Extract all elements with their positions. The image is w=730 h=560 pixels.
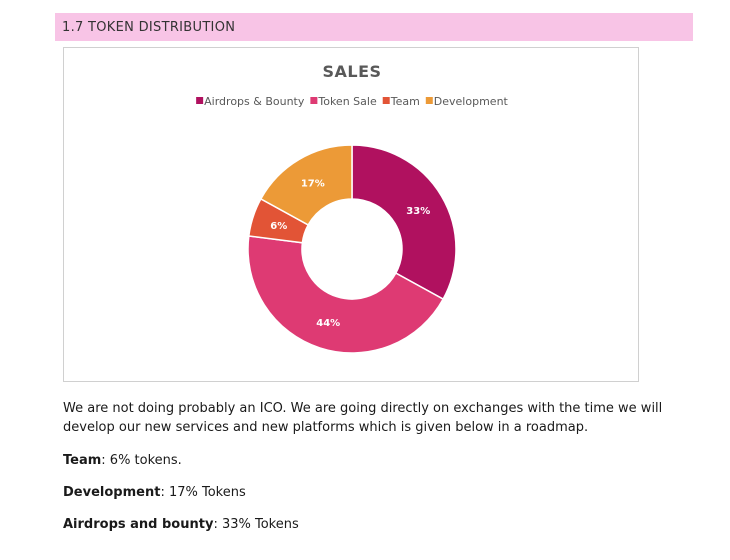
legend-swatch	[196, 97, 204, 104]
donut-slice	[259, 144, 353, 226]
sales-chart: SALES Airdrops & Bounty Token Sale Team Deve…	[63, 47, 639, 382]
team-label: Team	[63, 453, 102, 468]
airdrops-allocation: Airdrops and bounty: 33% Tokens	[63, 515, 683, 534]
team-allocation: Team: 6% tokens.	[63, 451, 683, 470]
legend-label: Token Sale	[317, 95, 377, 108]
legend-label: Development	[434, 95, 509, 108]
legend-item: Development	[425, 95, 509, 108]
section-header: 1.7 TOKEN DISTRIBUTION	[55, 13, 693, 41]
donut-slice	[247, 235, 445, 354]
data-label: 33%	[406, 206, 430, 217]
data-label: 17%	[301, 179, 325, 190]
data-label: 6%	[270, 221, 287, 232]
airdrops-value: : 33% Tokens	[213, 517, 299, 532]
legend-swatch	[382, 97, 390, 104]
team-value: : 6% tokens.	[101, 453, 182, 468]
chart-legend: Airdrops & Bounty Token Sale Team Developme…	[196, 95, 509, 108]
legend-item: Token Sale	[310, 95, 377, 108]
donut-slice	[351, 144, 457, 301]
legend-item: Team	[382, 95, 420, 108]
legend-swatch	[425, 97, 433, 104]
legend-item: Airdrops & Bounty	[196, 95, 305, 108]
donut-chart-svg: SALES Airdrops & Bounty Token Sale Team Deve…	[196, 62, 509, 354]
development-allocation: Development: 17% Tokens	[63, 483, 683, 502]
section-title: 1.7 TOKEN DISTRIBUTION	[62, 19, 236, 35]
legend-swatch	[310, 97, 318, 104]
data-label: 44%	[316, 318, 340, 329]
chart-title: SALES	[322, 62, 381, 81]
description-paragraph: We are not doing probably an ICO. We are…	[63, 401, 663, 435]
development-label: Development	[63, 485, 161, 500]
legend-label: Team	[390, 95, 420, 108]
legend-label: Airdrops & Bounty	[204, 95, 305, 108]
development-value: : 17% Tokens	[160, 485, 246, 500]
donut-labels: 33% 44% 6% 17%	[270, 179, 430, 330]
airdrops-label: Airdrops and bounty	[63, 517, 214, 532]
donut-slices	[247, 144, 457, 354]
